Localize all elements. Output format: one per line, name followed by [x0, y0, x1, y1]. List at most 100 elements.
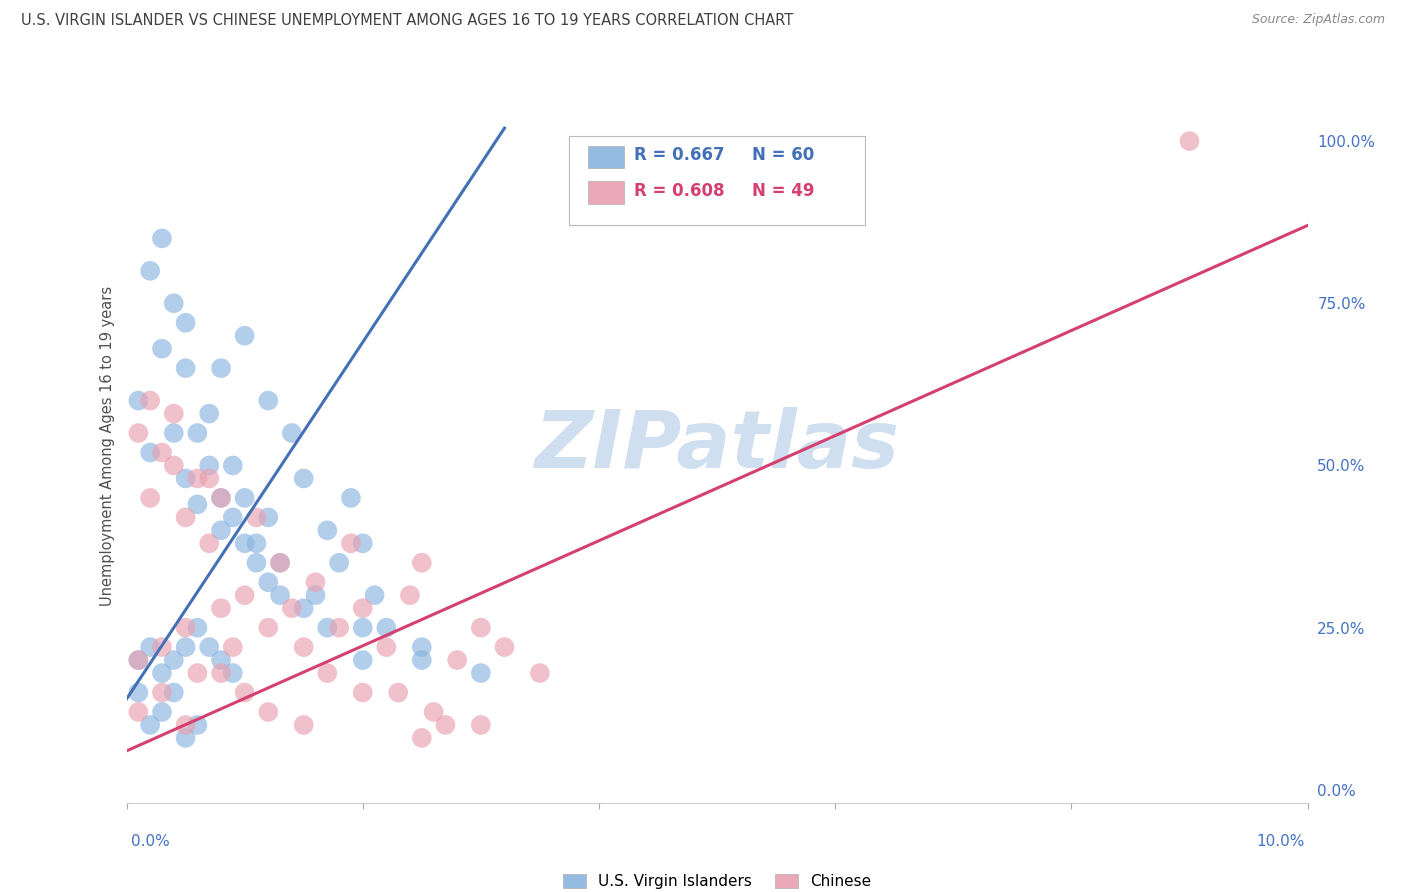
Point	[127, 705, 149, 719]
Point	[222, 666, 245, 681]
Point	[352, 601, 374, 615]
Point	[127, 653, 149, 667]
Point	[198, 458, 221, 473]
Point	[209, 524, 232, 538]
Point	[269, 556, 291, 570]
Point	[269, 556, 291, 570]
Point	[233, 588, 256, 602]
Point	[174, 718, 197, 732]
Point	[411, 653, 433, 667]
Point	[163, 407, 186, 421]
Point	[257, 510, 280, 524]
Point	[127, 393, 149, 408]
Point	[186, 425, 208, 440]
Point	[257, 575, 280, 590]
Point	[163, 425, 186, 440]
Point	[174, 640, 197, 654]
Point	[139, 393, 162, 408]
Point	[209, 653, 232, 667]
Point	[209, 491, 232, 505]
Point	[233, 685, 256, 699]
Point	[352, 621, 374, 635]
Point	[446, 653, 468, 667]
Point	[174, 471, 197, 485]
Point	[174, 510, 197, 524]
Text: N = 49: N = 49	[752, 182, 815, 200]
Point	[127, 653, 149, 667]
Point	[209, 491, 232, 505]
Point	[222, 510, 245, 524]
Point	[174, 731, 197, 745]
Point	[198, 536, 221, 550]
Point	[233, 328, 256, 343]
Point	[375, 640, 398, 654]
Point	[411, 731, 433, 745]
Point	[198, 640, 221, 654]
Text: 0.0%: 0.0%	[131, 834, 170, 849]
Text: R = 0.667: R = 0.667	[634, 146, 725, 164]
Point	[150, 705, 173, 719]
Point	[163, 458, 186, 473]
Point	[494, 640, 516, 654]
Point	[316, 524, 339, 538]
Point	[174, 316, 197, 330]
Point	[281, 425, 304, 440]
Y-axis label: Unemployment Among Ages 16 to 19 years: Unemployment Among Ages 16 to 19 years	[100, 286, 115, 606]
Point	[150, 342, 173, 356]
Point	[257, 705, 280, 719]
Point	[352, 536, 374, 550]
Point	[257, 621, 280, 635]
Point	[529, 666, 551, 681]
Point	[209, 666, 232, 681]
Point	[139, 264, 162, 278]
Legend: U.S. Virgin Islanders, Chinese: U.S. Virgin Islanders, Chinese	[557, 868, 877, 892]
Point	[292, 640, 315, 654]
Point	[352, 653, 374, 667]
Point	[127, 685, 149, 699]
Point	[292, 471, 315, 485]
Point	[245, 510, 267, 524]
Point	[139, 718, 162, 732]
Point	[269, 588, 291, 602]
FancyBboxPatch shape	[588, 145, 624, 169]
Point	[411, 556, 433, 570]
Point	[422, 705, 444, 719]
Point	[174, 621, 197, 635]
Point	[245, 556, 267, 570]
Point	[304, 588, 326, 602]
Point	[245, 536, 267, 550]
Point	[257, 393, 280, 408]
Point	[209, 361, 232, 376]
FancyBboxPatch shape	[588, 181, 624, 204]
Point	[281, 601, 304, 615]
Text: 10.0%: 10.0%	[1257, 834, 1305, 849]
Point	[186, 666, 208, 681]
Point	[150, 666, 173, 681]
Point	[292, 718, 315, 732]
Point	[222, 640, 245, 654]
Text: N = 60: N = 60	[752, 146, 814, 164]
Point	[304, 575, 326, 590]
Point	[387, 685, 409, 699]
Point	[233, 536, 256, 550]
Point	[434, 718, 457, 732]
Point	[316, 666, 339, 681]
Point	[163, 685, 186, 699]
Point	[186, 497, 208, 511]
Point	[198, 471, 221, 485]
Point	[328, 621, 350, 635]
Point	[411, 640, 433, 654]
Point	[233, 491, 256, 505]
Point	[222, 458, 245, 473]
Point	[186, 718, 208, 732]
Point	[163, 653, 186, 667]
Point	[150, 231, 173, 245]
Point	[352, 685, 374, 699]
Text: Source: ZipAtlas.com: Source: ZipAtlas.com	[1251, 13, 1385, 27]
Point	[150, 685, 173, 699]
Point	[328, 556, 350, 570]
FancyBboxPatch shape	[569, 136, 865, 225]
Point	[470, 718, 492, 732]
Point	[139, 640, 162, 654]
Point	[340, 536, 363, 550]
